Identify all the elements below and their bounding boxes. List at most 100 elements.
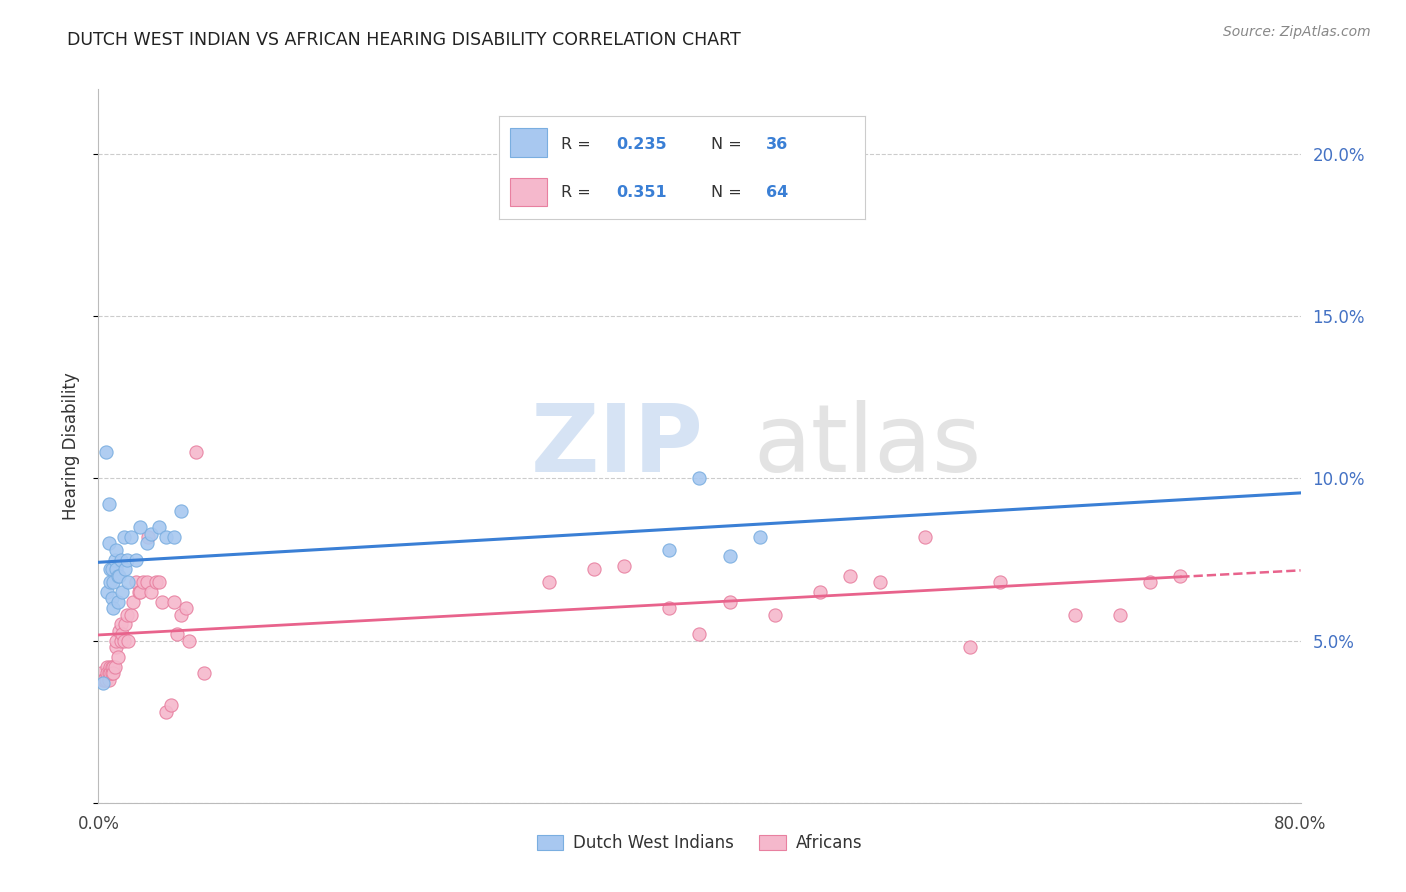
Point — [96, 659, 118, 673]
Text: Source: ZipAtlas.com: Source: ZipAtlas.com — [1223, 25, 1371, 39]
Point — [150, 595, 173, 609]
Point — [1139, 575, 1161, 590]
Point — [129, 585, 152, 599]
Point — [111, 585, 134, 599]
Point — [1109, 607, 1132, 622]
Point — [90, 666, 112, 681]
Point — [583, 562, 606, 576]
Point — [94, 673, 117, 687]
Point — [1170, 568, 1192, 582]
Point — [108, 568, 131, 582]
Point — [125, 552, 148, 566]
Text: atlas: atlas — [754, 400, 981, 492]
Point — [101, 666, 124, 681]
Point — [658, 601, 681, 615]
Point — [139, 585, 162, 599]
Point — [718, 595, 741, 609]
Text: ZIP: ZIP — [531, 400, 704, 492]
Point — [538, 575, 561, 590]
Point — [93, 673, 115, 687]
Text: 64: 64 — [766, 186, 789, 201]
Point — [808, 585, 831, 599]
Point — [121, 530, 143, 544]
Point — [107, 595, 129, 609]
Point — [100, 562, 122, 576]
Point — [107, 568, 129, 582]
Y-axis label: Hearing Disability: Hearing Disability — [62, 372, 80, 520]
Point — [111, 627, 134, 641]
Point — [105, 640, 128, 654]
Point — [128, 585, 150, 599]
Text: 36: 36 — [766, 137, 789, 153]
Point — [97, 497, 120, 511]
Point — [155, 530, 177, 544]
FancyBboxPatch shape — [510, 178, 547, 206]
Point — [658, 542, 681, 557]
Point — [103, 666, 125, 681]
Point — [94, 445, 117, 459]
Point — [91, 673, 114, 687]
Point — [97, 666, 120, 681]
Point — [108, 624, 131, 638]
Point — [101, 591, 124, 606]
Point — [135, 536, 157, 550]
Point — [117, 633, 139, 648]
Text: N =: N = — [711, 186, 747, 201]
Point — [129, 520, 152, 534]
Point — [103, 601, 125, 615]
Point — [115, 552, 138, 566]
Point — [100, 575, 122, 590]
Point — [148, 575, 170, 590]
Point — [100, 666, 122, 681]
Point — [114, 562, 136, 576]
Point — [101, 562, 124, 576]
Point — [170, 607, 193, 622]
Point — [107, 649, 129, 664]
Point — [104, 659, 127, 673]
Point — [96, 585, 118, 599]
Point — [914, 530, 936, 544]
Point — [155, 705, 177, 719]
Point — [136, 530, 159, 544]
Point — [689, 627, 711, 641]
Point — [170, 504, 193, 518]
Point — [869, 575, 891, 590]
Point — [145, 575, 167, 590]
Point — [174, 601, 197, 615]
Point — [103, 659, 125, 673]
Point — [763, 607, 786, 622]
Point — [112, 530, 135, 544]
Point — [115, 607, 138, 622]
Point — [97, 673, 120, 687]
Point — [159, 698, 181, 713]
Point — [148, 520, 170, 534]
Point — [838, 568, 860, 582]
Point — [112, 633, 135, 648]
Text: N =: N = — [711, 137, 747, 153]
Point — [110, 552, 132, 566]
Point — [1064, 607, 1087, 622]
Point — [135, 575, 157, 590]
Point — [689, 471, 711, 485]
Point — [184, 445, 207, 459]
Point — [121, 607, 143, 622]
Point — [105, 633, 128, 648]
Point — [105, 562, 128, 576]
Point — [104, 552, 127, 566]
Point — [613, 559, 636, 574]
Point — [117, 575, 139, 590]
Point — [718, 549, 741, 564]
Legend: Dutch West Indians, Africans: Dutch West Indians, Africans — [530, 828, 869, 859]
Point — [959, 640, 981, 654]
Point — [162, 595, 184, 609]
Point — [91, 675, 114, 690]
Text: 0.235: 0.235 — [616, 137, 666, 153]
Text: 0.351: 0.351 — [616, 186, 666, 201]
Point — [166, 627, 188, 641]
Point — [96, 666, 118, 681]
Point — [125, 575, 148, 590]
Text: R =: R = — [561, 137, 596, 153]
Point — [193, 666, 215, 681]
Point — [100, 659, 122, 673]
Point — [139, 526, 162, 541]
